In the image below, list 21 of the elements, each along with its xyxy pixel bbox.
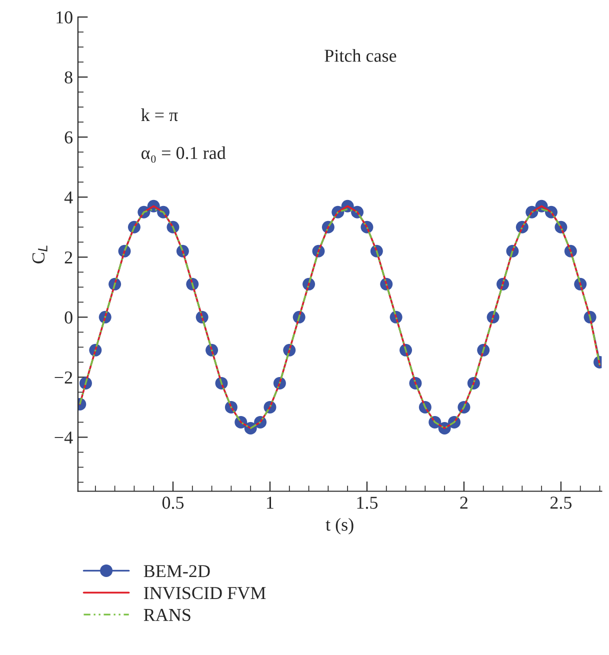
y-tick-label: −4 (54, 432, 73, 444)
annotation: α₀ = 0.1 rad (141, 146, 226, 163)
legend-label: RANS (144, 608, 190, 622)
x-tick-label: 2.5 (550, 496, 572, 509)
x-axis-title: t (s) (326, 518, 354, 534)
x-tick-label: 1 (267, 496, 274, 509)
annotation: Pitch case (324, 49, 396, 62)
legend-label: INVISCID FVM (144, 586, 266, 600)
legend-label: BEM-2D (144, 565, 210, 578)
y-tick-label: 8 (64, 71, 72, 84)
y-axis-title: C$_{L}$ (32, 246, 48, 264)
y-tick-label: 4 (64, 191, 73, 204)
x-tick-label: 0.5 (162, 496, 184, 509)
y-tick-label: 2 (64, 251, 72, 264)
y-tick-label: 6 (64, 131, 73, 144)
y-tick-label: 10 (56, 11, 72, 24)
y-tick-label: 0 (64, 311, 72, 324)
annotation: k = π (141, 108, 178, 122)
x-tick-label: 2 (460, 496, 468, 509)
x-tick-label: 1.5 (357, 496, 378, 509)
y-tick-label: −2 (54, 372, 72, 384)
